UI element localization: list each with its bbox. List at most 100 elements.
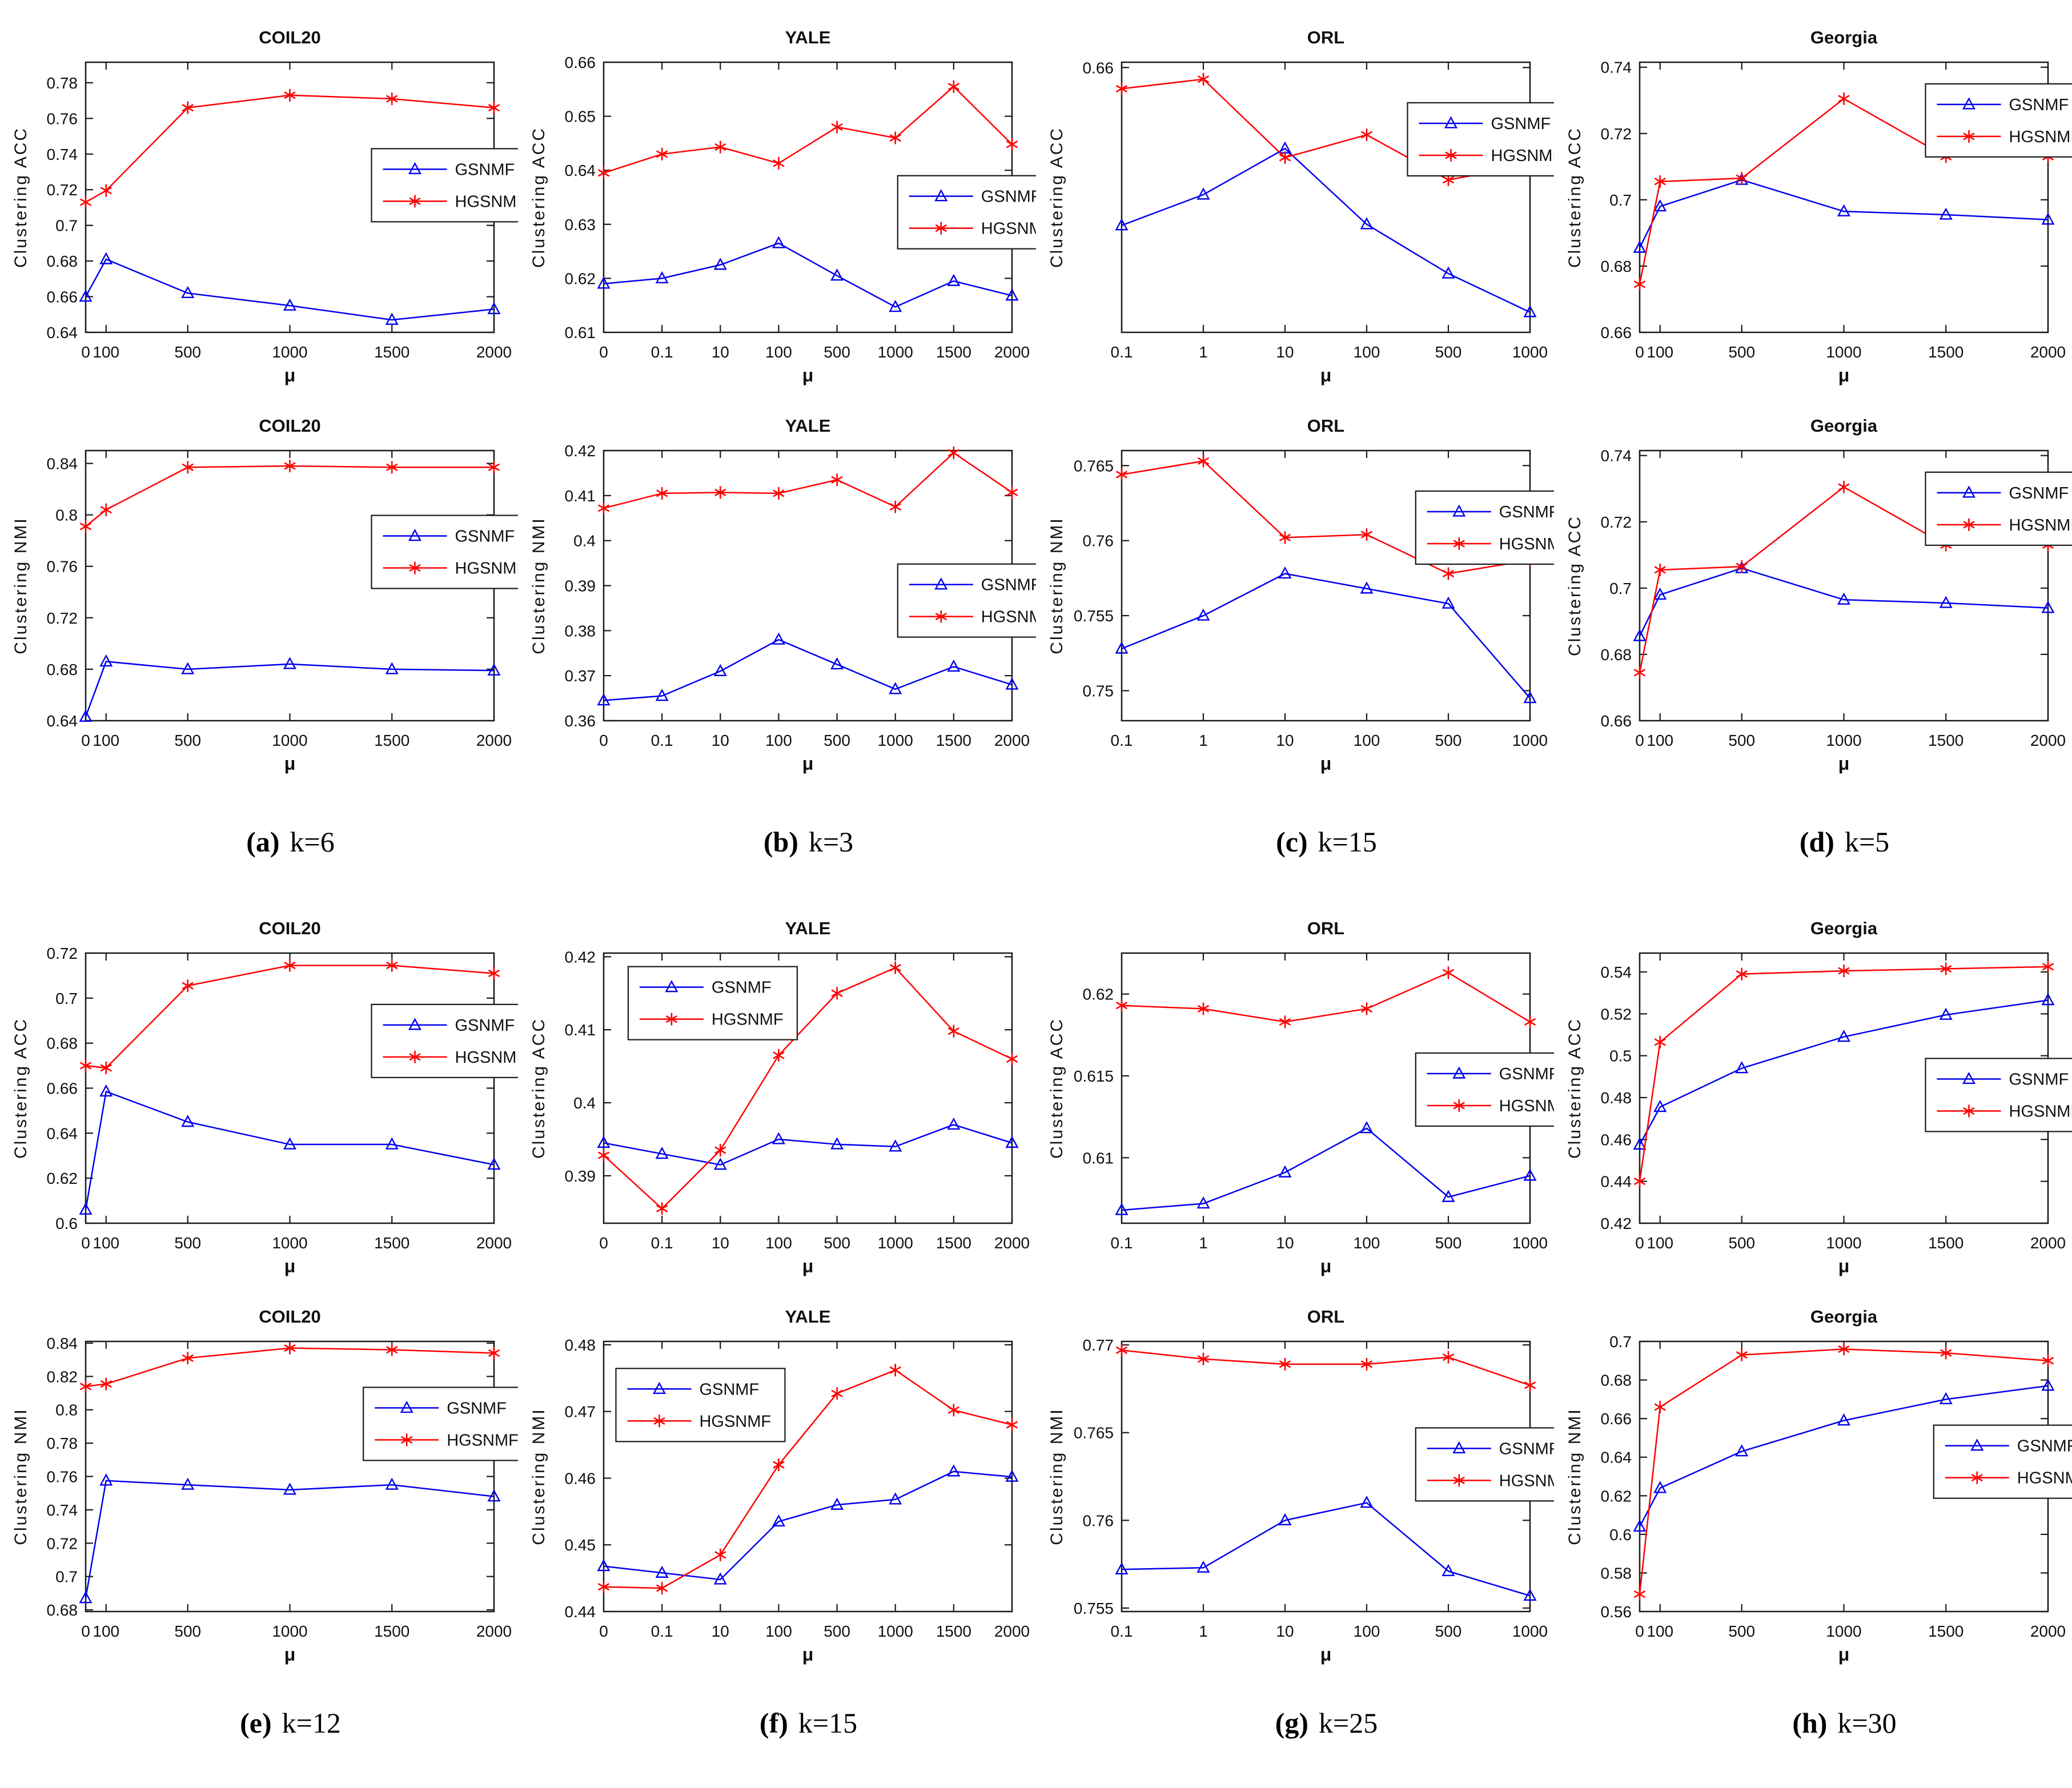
x-tick-label: 100	[1354, 343, 1380, 361]
series-line-gsnmf	[1639, 999, 2049, 1146]
marker-triangle-gsnmf	[1735, 1444, 1749, 1457]
legend: GSNMF HGSNMF	[1925, 471, 2072, 546]
legend-label-hgsnmf: HGSNMF	[455, 1048, 519, 1067]
marker-asterisk-hgsnmf	[714, 1144, 726, 1157]
chart-orl-nmi-k15: 0.1 1 10 100 500 1000 0.75 0.755 0.76 0.765 ORL Clu…	[1036, 396, 1585, 785]
legend-label-hgsnmf: HGSNMF	[2009, 128, 2072, 146]
x-tick-label: 100	[93, 1234, 119, 1252]
marker-asterisk-hgsnmf	[656, 487, 668, 500]
chart-yale-acc-k3: 0 0.1 10 100 500 1000 1500 2000 0.61 0.62 0.63 0.64…	[518, 8, 1067, 396]
legend-label-hgsnmf: HGSNMF	[1499, 1472, 1554, 1490]
marker-triangle-gsnmf	[1005, 1135, 1019, 1148]
chart-georgia-acc-k30: 0 100 500 1000 1500 2000 0.42 0.44 0.46 0.48 0.5 0.…	[1554, 899, 2072, 1287]
x-tick-label: 1000	[272, 1622, 307, 1640]
marker-triangle-gsnmf	[830, 657, 844, 670]
marker-asterisk-hgsnmf	[1442, 567, 1455, 580]
marker-triangle-gsnmf	[830, 268, 844, 281]
marker-asterisk-hgsnmf	[773, 1458, 785, 1472]
marker-asterisk-hgsnmf	[386, 1343, 398, 1356]
legend-marker-hgsnmf	[1453, 1474, 1465, 1487]
x-axis-label: μ	[1838, 1256, 1850, 1276]
y-tick-label: 0.36	[565, 712, 596, 730]
y-tick-label: 0.44	[1601, 1173, 1632, 1191]
y-tick-label: 0.65	[565, 108, 596, 126]
legend-label-gsnmf: GSNMF	[2009, 1070, 2069, 1088]
marker-triangle-gsnmf	[487, 302, 501, 315]
x-tick-label: 500	[1728, 343, 1755, 361]
series-line-gsnmf	[603, 242, 1013, 308]
marker-triangle-gsnmf	[597, 1135, 611, 1148]
y-tick-label: 0.45	[565, 1536, 596, 1554]
marker-triangle-gsnmf	[947, 1117, 961, 1130]
marker-triangle-gsnmf	[1633, 629, 1647, 641]
x-tick-label: 1000	[1826, 732, 1861, 749]
marker-triangle-gsnmf	[283, 657, 297, 669]
y-tick-label: 0.66	[1601, 712, 1632, 730]
marker-asterisk-hgsnmf	[656, 147, 668, 160]
legend-label-gsnmf: GSNMF	[712, 979, 772, 997]
marker-asterisk-hgsnmf	[1115, 1344, 1128, 1357]
marker-asterisk-hgsnmf	[488, 461, 500, 474]
marker-triangle-gsnmf	[385, 312, 399, 325]
caption-a: (a) k=6	[0, 825, 518, 858]
marker-asterisk-hgsnmf	[597, 1149, 610, 1162]
chart-georgia-acc-k5: 0 100 500 1000 1500 2000 0.66 0.68 0.7 0.72 0.74 Ge…	[1554, 8, 2072, 396]
marker-triangle-gsnmf	[487, 1158, 501, 1170]
y-tick-label: 0.68	[47, 1601, 78, 1619]
x-tick-label: 0	[81, 1234, 90, 1252]
legend-marker-gsnmf	[408, 162, 422, 175]
x-tick-label: 0.1	[1111, 343, 1133, 361]
marker-asterisk-hgsnmf	[284, 89, 296, 102]
chart-coil20-nmi-k12: 0 100 500 1000 1500 2000 0.68 0.7 0.72 0.74 0.76 0.…	[0, 1287, 533, 1676]
x-tick-label: 500	[174, 1234, 201, 1252]
marker-triangle-gsnmf	[385, 1477, 399, 1490]
y-tick-label: 0.82	[47, 1368, 78, 1385]
legend-box	[371, 515, 541, 589]
marker-asterisk-hgsnmf	[1838, 480, 1850, 493]
y-tick-label: 0.61	[565, 324, 596, 341]
marker-asterisk-hgsnmf	[714, 486, 726, 499]
x-axis-label: μ	[1320, 1256, 1332, 1276]
chart-title: COIL20	[259, 27, 321, 47]
y-tick-label: 0.76	[1083, 1512, 1114, 1529]
x-tick-label: 500	[174, 732, 201, 749]
marker-triangle-gsnmf	[99, 252, 113, 264]
marker-triangle-gsnmf	[487, 663, 501, 676]
x-tick-label: 100	[1647, 1234, 1673, 1252]
marker-triangle-gsnmf	[181, 1115, 195, 1127]
caption-g: (g) k=25	[1036, 1706, 1554, 1739]
marker-asterisk-hgsnmf	[182, 101, 194, 114]
marker-asterisk-hgsnmf	[1442, 1351, 1455, 1364]
marker-triangle-gsnmf	[889, 1139, 902, 1152]
marker-triangle-gsnmf	[1837, 592, 1851, 605]
marker-triangle-gsnmf	[1939, 596, 1953, 608]
x-axis-label: μ	[802, 365, 814, 385]
y-tick-label: 0.7	[55, 1568, 78, 1586]
caption-g-text: k=25	[1319, 1706, 1378, 1739]
legend: GSNMF HGSNMF	[371, 148, 541, 223]
chart-svg: 0 0.1 10 100 500 1000 1500 2000 0.36 0.37 0.38 0.39…	[529, 416, 1067, 774]
legend: GSNMF HGSNMF	[371, 515, 541, 589]
marker-triangle-gsnmf	[283, 1137, 297, 1150]
y-tick-label: 0.72	[1601, 125, 1632, 143]
x-tick-label: 2000	[476, 1622, 512, 1640]
x-axis-label: μ	[802, 1256, 814, 1276]
x-tick-label: 500	[1728, 1622, 1755, 1640]
y-tick-label: 0.58	[1601, 1564, 1632, 1582]
marker-asterisk-hgsnmf	[284, 959, 296, 972]
y-axis-label: Clustering ACC	[529, 127, 548, 268]
marker-triangle-gsnmf	[713, 258, 727, 270]
axes-box	[603, 952, 1013, 1224]
marker-asterisk-hgsnmf	[1360, 1357, 1373, 1371]
chart-svg: 0 100 500 1000 1500 2000 0.64 0.66 0.68 0.7 0.72 0.…	[11, 27, 541, 385]
legend-marker-hgsnmf	[409, 195, 421, 208]
y-tick-label: 0.37	[565, 667, 596, 685]
marker-triangle-gsnmf	[1115, 1203, 1129, 1215]
marker-triangle-gsnmf	[947, 274, 961, 286]
marker-triangle-gsnmf	[1196, 608, 1210, 621]
chart-yale-acc-k15: 0 0.1 10 100 500 1000 1500 2000 0.39 0.4 0.41 0.42 Y…	[518, 899, 1036, 1287]
legend: GSNMF HGSNMF	[1407, 102, 1577, 177]
x-tick-label: 500	[1435, 1622, 1462, 1640]
x-tick-label: 1000	[272, 732, 307, 749]
